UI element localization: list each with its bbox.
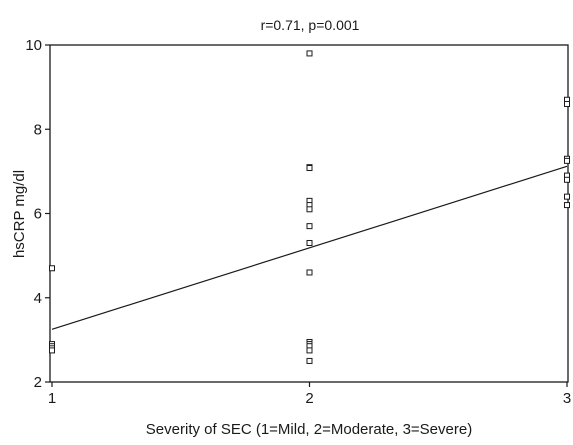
plot-frame <box>49 44 569 383</box>
chart-title: r=0.71, p=0.001 <box>261 17 360 33</box>
data-point <box>564 176 570 183</box>
data-point <box>306 357 313 364</box>
data-points <box>49 50 570 364</box>
data-point <box>564 100 570 107</box>
y-tick-label: 8 <box>34 121 42 138</box>
x-tick-label: 2 <box>305 390 313 407</box>
y-axis-ticks: 2 4 6 8 10 <box>25 37 50 391</box>
data-point <box>306 223 313 230</box>
data-point <box>306 347 313 354</box>
regression-line <box>51 165 568 330</box>
data-point <box>564 157 570 164</box>
data-point <box>564 202 570 209</box>
data-point <box>306 239 313 246</box>
x-axis-ticks: 1 2 3 <box>48 382 571 407</box>
data-point <box>306 206 313 213</box>
y-tick-label: 10 <box>25 37 42 54</box>
data-point <box>306 269 313 276</box>
y-tick-label: 6 <box>34 206 42 223</box>
data-point <box>49 347 55 354</box>
y-axis-label: hsCRP mg/dl <box>11 170 28 258</box>
data-point <box>564 193 570 200</box>
x-axis-label: Severity of SEC (1=Mild, 2=Moderate, 3=S… <box>146 421 472 438</box>
data-point <box>49 265 55 272</box>
data-point <box>306 50 313 57</box>
x-tick-label: 1 <box>48 390 56 407</box>
data-point <box>306 165 313 172</box>
y-tick-label: 2 <box>34 374 42 391</box>
x-tick-label: 3 <box>563 390 571 407</box>
y-tick-label: 4 <box>34 290 42 307</box>
